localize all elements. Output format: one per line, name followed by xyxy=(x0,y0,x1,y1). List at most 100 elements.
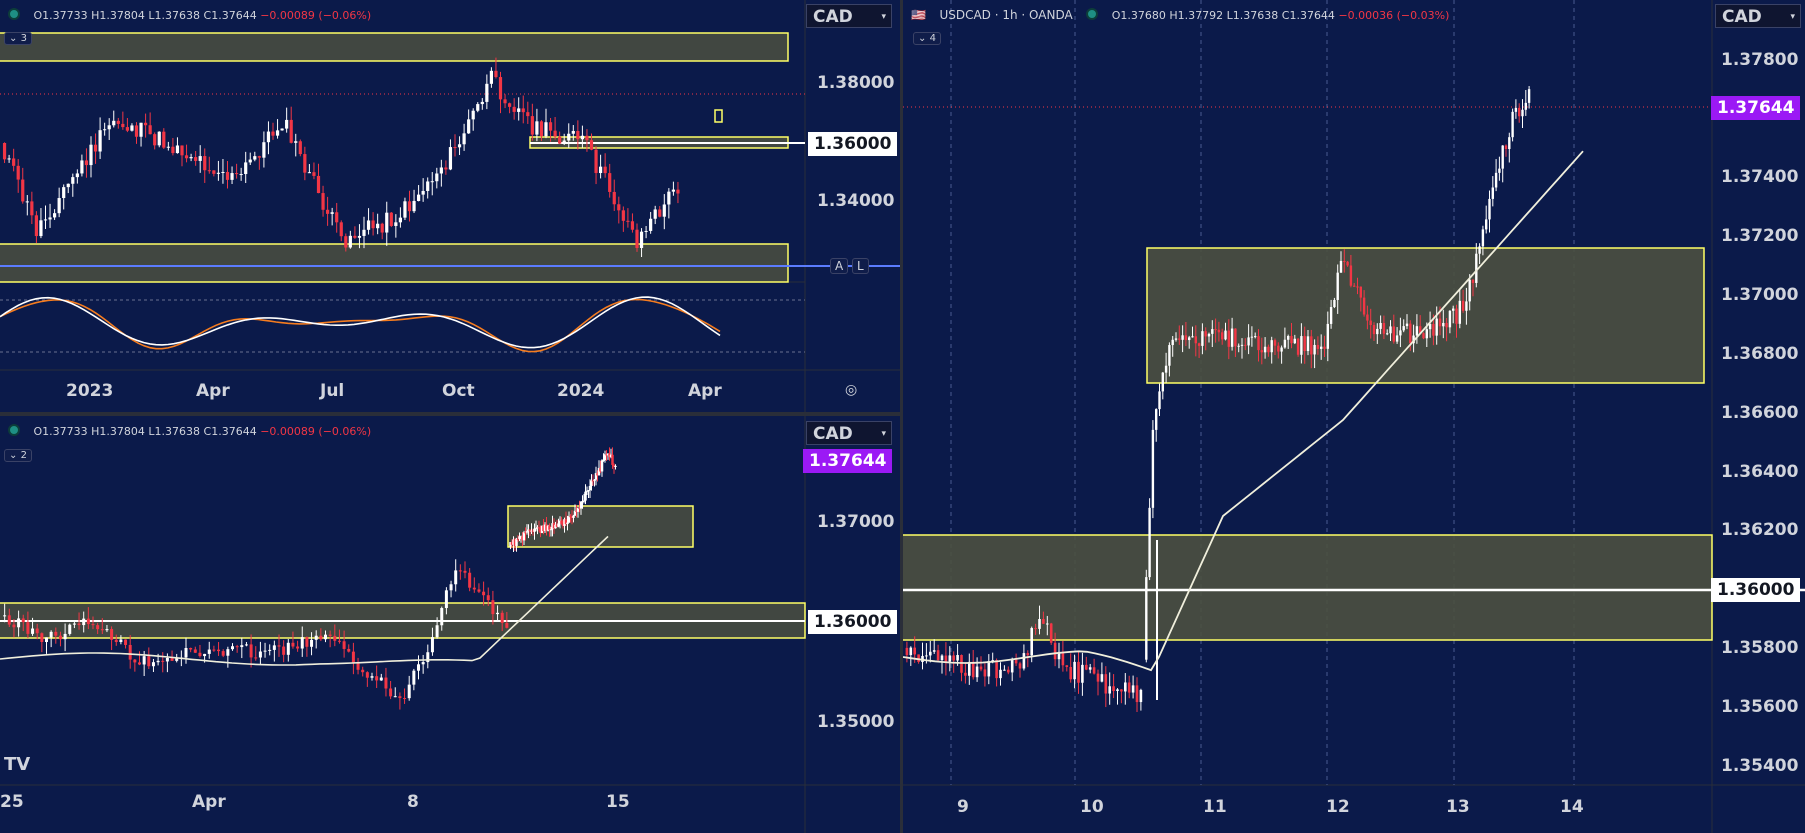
pane-daily[interactable]: O1.37733 H1.37804 L1.37638 C1.37644 −0.0… xyxy=(0,0,900,412)
candle-body xyxy=(1042,619,1045,624)
time-label: 2024 xyxy=(557,381,605,401)
candle-body xyxy=(91,624,95,626)
candle-body xyxy=(356,663,360,670)
candle-body xyxy=(635,229,639,248)
candle-body xyxy=(539,527,542,534)
candle-body xyxy=(307,172,311,174)
candle-body xyxy=(357,235,362,238)
candle-body xyxy=(403,698,407,700)
candle-body xyxy=(471,110,475,120)
candle-body xyxy=(72,623,76,625)
pane-separator-vertical[interactable] xyxy=(900,0,903,833)
candle-body xyxy=(180,145,184,156)
candle-body xyxy=(585,490,589,492)
candle-body xyxy=(1287,335,1290,340)
candle-body xyxy=(165,657,169,662)
candle-body xyxy=(114,639,118,643)
candle-body xyxy=(347,648,351,652)
visibility-icon[interactable] xyxy=(1086,8,1099,20)
candle-body xyxy=(913,647,916,655)
candle-body xyxy=(581,501,584,503)
candle-body xyxy=(1237,345,1240,347)
pane-4h[interactable]: O1.37733 H1.37804 L1.37638 C1.37644 −0.0… xyxy=(0,416,900,833)
price-label: 1.36400 xyxy=(1721,462,1799,482)
tradingview-logo[interactable]: TV xyxy=(4,754,31,775)
4h-chart-svg[interactable] xyxy=(0,416,900,833)
candle-body xyxy=(216,172,220,174)
target-icon[interactable]: ◎ xyxy=(845,382,858,398)
candle-body xyxy=(671,189,675,192)
candle-body xyxy=(96,625,100,630)
candle-body xyxy=(230,173,234,180)
candle-body xyxy=(344,236,348,248)
pane-1h[interactable]: 🇺🇸 USDCAD · 1h · OANDA O1.37680 H1.37792… xyxy=(903,0,1805,833)
indicator-count-badge[interactable]: ⌄ 3 xyxy=(4,32,32,45)
visibility-icon[interactable] xyxy=(8,8,20,20)
candle-body xyxy=(582,500,586,502)
candle-body xyxy=(991,660,994,662)
candle-body xyxy=(530,530,533,532)
candle-body xyxy=(198,156,202,161)
candle-body xyxy=(525,531,529,533)
pane-separator-horizontal[interactable] xyxy=(0,412,900,416)
candle-body xyxy=(310,639,314,647)
time-label: 10 xyxy=(1080,797,1104,817)
candle-body xyxy=(1336,272,1339,300)
candle-body xyxy=(1320,346,1323,349)
candle-body xyxy=(1145,577,1148,660)
currency-select[interactable]: CAD ▾ xyxy=(806,421,892,445)
candle-body xyxy=(600,460,604,472)
candle-body xyxy=(1263,346,1267,353)
candle-body xyxy=(599,467,602,472)
candle-body xyxy=(621,210,625,221)
indicator-count-badge[interactable]: ⌄ 4 xyxy=(913,32,941,45)
candle-body xyxy=(1313,344,1316,355)
candle-body xyxy=(562,140,566,144)
candle-body xyxy=(175,658,179,661)
candle-body xyxy=(1108,686,1111,694)
candle-body xyxy=(1409,323,1412,344)
candle-body xyxy=(579,501,583,509)
symbol-title[interactable]: USDCAD · 1h · OANDA xyxy=(939,8,1073,22)
candle-body xyxy=(1100,674,1104,682)
candle-body xyxy=(1230,328,1234,347)
candle-body xyxy=(503,99,507,104)
candle-body xyxy=(1270,340,1273,353)
candle-body xyxy=(1244,344,1247,346)
currency-select[interactable]: CAD ▾ xyxy=(1715,4,1801,28)
candle-body xyxy=(294,141,298,143)
candle-body xyxy=(606,453,610,456)
candle-body xyxy=(285,119,289,129)
candle-body xyxy=(462,133,466,145)
auto-scale-button[interactable]: A xyxy=(830,258,849,274)
candle-body xyxy=(983,669,987,677)
candle-body xyxy=(248,159,252,163)
candle-body xyxy=(421,662,425,665)
candle-body xyxy=(1053,642,1057,660)
visibility-icon[interactable] xyxy=(8,424,20,436)
daily-chart-svg[interactable] xyxy=(0,0,900,412)
last-price-tag: 1.37644 xyxy=(1711,96,1801,120)
time-label: Apr xyxy=(196,381,230,401)
1h-chart-svg[interactable] xyxy=(903,0,1805,833)
candle-body xyxy=(1518,107,1521,117)
candle-body xyxy=(393,696,397,698)
indicator-count-badge[interactable]: ⌄ 2 xyxy=(4,449,32,462)
currency-select[interactable]: CAD ▾ xyxy=(806,4,892,28)
candle-body xyxy=(333,635,337,641)
candle-body xyxy=(1395,335,1399,342)
candle-body xyxy=(25,201,29,203)
candle-body xyxy=(184,647,188,658)
candle-body xyxy=(1034,628,1037,630)
candle-body xyxy=(482,591,486,596)
candle-body xyxy=(575,510,578,512)
candle-body xyxy=(971,661,975,678)
log-scale-button[interactable]: L xyxy=(852,258,869,274)
candle-body xyxy=(521,108,525,113)
candle-body xyxy=(1300,336,1303,355)
candle-body xyxy=(1329,307,1333,324)
candle-body xyxy=(1524,102,1527,110)
candle-body xyxy=(156,660,160,663)
candle-body xyxy=(162,131,166,148)
candle-body xyxy=(542,525,545,532)
